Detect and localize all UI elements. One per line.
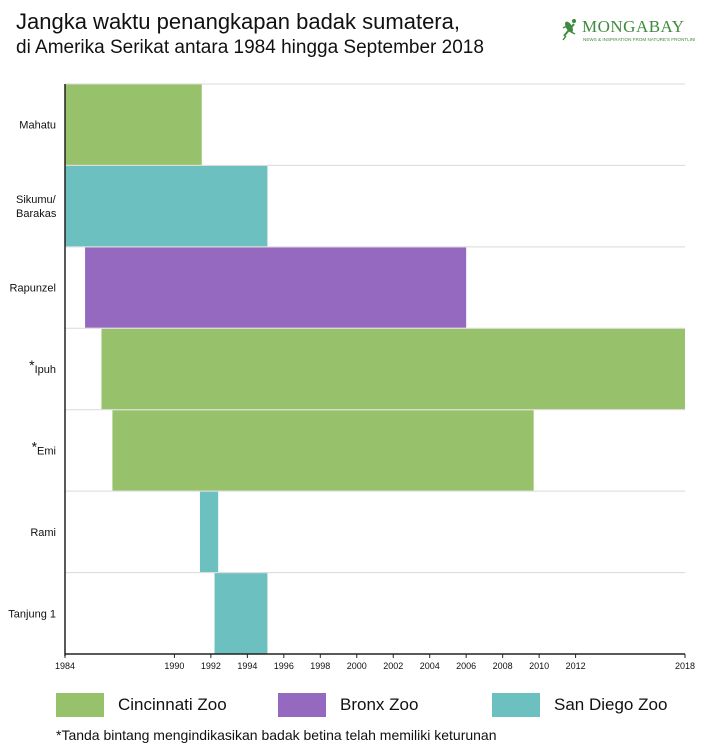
- chart-subtitle: di Amerika Serikat antara 1984 hingga Se…: [16, 37, 484, 58]
- footnote: *Tanda bintang mengindikasikan badak bet…: [56, 727, 497, 743]
- bar-rapunzel: [85, 247, 467, 328]
- row-label: *Emi: [32, 438, 56, 457]
- x-tick-label: 2010: [529, 661, 549, 671]
- legend: Cincinnati Zoo Bronx Zoo San Diego Zoo: [56, 693, 696, 721]
- legend-item-san-diego: San Diego Zoo: [492, 693, 667, 717]
- bar-rami: [199, 491, 219, 573]
- row-label: *Ipuh: [29, 357, 56, 376]
- row-label: Rapunzel: [10, 283, 56, 295]
- chart-title-block: Jangka waktu penangkapan badak sumatera,…: [16, 8, 484, 60]
- legend-swatch-bronx: [278, 693, 326, 717]
- x-tick-label: 1994: [237, 661, 257, 671]
- bar-mahatu: [65, 84, 202, 165]
- gecko-icon: [562, 19, 576, 41]
- legend-swatch-san-diego: [492, 693, 540, 717]
- footnote-text: Tanda bintang mengindikasikan badak beti…: [61, 727, 497, 743]
- row-label: Tanjung 1: [8, 608, 56, 620]
- logo-wordmark: MONGABAY: [582, 17, 685, 36]
- footnote-star: *: [56, 727, 62, 743]
- chart-title: Jangka waktu penangkapan badak sumatera,: [16, 9, 460, 34]
- x-tick-label: 2004: [420, 661, 440, 671]
- row-label: Rami: [30, 527, 56, 539]
- logo-tagline: NEWS & INSPIRATION FROM NATURE'S FRONTLI…: [583, 37, 695, 42]
- x-tick-label: 2018: [675, 661, 695, 671]
- legend-item-cincinnati: Cincinnati Zoo: [56, 693, 227, 717]
- x-tick-label: 1998: [310, 661, 330, 671]
- timeline-chart: Mahatu Sikumu/Barakas Rapunzel *Ipuh *Emi Ram…: [8, 83, 695, 671]
- x-tick-label: 1990: [164, 661, 184, 671]
- x-tick-label: 2006: [456, 661, 476, 671]
- mongabay-logo[interactable]: MONGABAY NEWS & INSPIRATION FROM NATURE'…: [560, 16, 695, 46]
- legend-label-bronx: Bronx Zoo: [340, 695, 419, 714]
- row-label: Sikumu/Barakas: [16, 194, 57, 220]
- row-label: Mahatu: [19, 120, 56, 132]
- x-tick-label: 2012: [566, 661, 586, 671]
- legend-label-cincinnati: Cincinnati Zoo: [118, 695, 227, 714]
- x-tick-label: 1992: [201, 661, 221, 671]
- x-tick-label: 1996: [274, 661, 294, 671]
- x-tick-label: 2008: [493, 661, 513, 671]
- x-tick-label: 2002: [383, 661, 403, 671]
- bar-sikumu-barakas: [65, 165, 268, 247]
- bar-emi: [112, 410, 534, 491]
- x-tick-label: 2000: [347, 661, 367, 671]
- legend-label-san-diego: San Diego Zoo: [554, 695, 668, 714]
- legend-item-bronx: Bronx Zoo: [278, 693, 418, 717]
- bar-ipuh: [101, 328, 686, 410]
- bar-tanjung-1: [214, 573, 268, 654]
- legend-swatch-cincinnati: [56, 693, 104, 717]
- x-tick-label: 1984: [55, 661, 75, 671]
